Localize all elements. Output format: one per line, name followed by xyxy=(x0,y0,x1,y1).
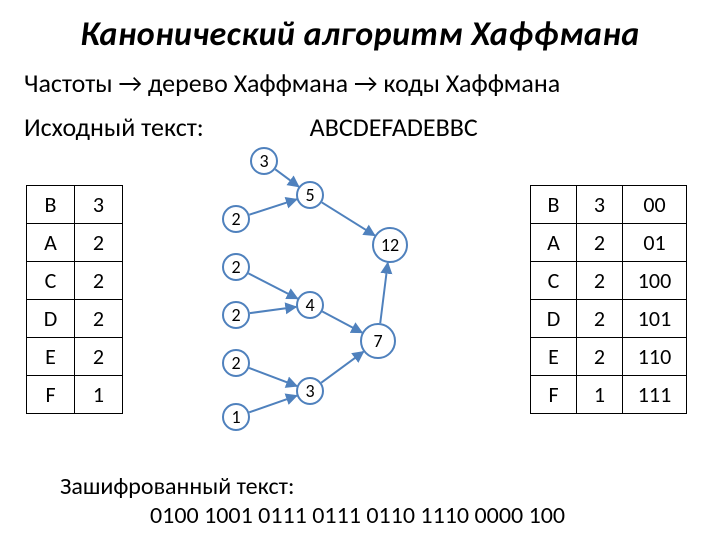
code-cell: 2 xyxy=(577,262,623,300)
source-line: Исходный текст: ABCDEFADEBBC xyxy=(0,99,720,143)
tree-node: 4 xyxy=(296,291,324,319)
code-cell: 111 xyxy=(623,376,687,414)
freq-cell: 2 xyxy=(75,262,123,300)
code-cell: 2 xyxy=(577,300,623,338)
tree-node: 12 xyxy=(372,227,408,263)
freq-cell: F xyxy=(27,376,75,414)
freq-cell: 1 xyxy=(75,376,123,414)
freq-cell: C xyxy=(27,262,75,300)
code-cell: A xyxy=(531,224,577,262)
freq-cell: A xyxy=(27,224,75,262)
source-label: Исходный текст: xyxy=(24,111,204,143)
code-cell: F xyxy=(531,376,577,414)
code-cell: 101 xyxy=(623,300,687,338)
tree-node: 2 xyxy=(222,301,250,329)
freq-cell: B xyxy=(27,186,75,224)
freq-cell: D xyxy=(27,300,75,338)
tree-node: 5 xyxy=(296,181,324,209)
code-cell: 3 xyxy=(577,186,623,224)
footer: Зашифрованный текст: 0100 1001 0111 0111… xyxy=(0,473,720,531)
tree-node: 2 xyxy=(222,205,250,233)
freq-cell: 2 xyxy=(75,224,123,262)
content-area: B3A2C2D2E2F1 322221543127 B300A201C2100D… xyxy=(0,143,720,473)
tree-node: 1 xyxy=(222,403,250,431)
tree-node: 7 xyxy=(360,323,396,359)
code-cell: 110 xyxy=(623,338,687,376)
code-cell: 2 xyxy=(577,224,623,262)
code-cell: B xyxy=(531,186,577,224)
code-cell: 2 xyxy=(577,338,623,376)
code-table: B300A201C2100D2101E2110F1111 xyxy=(530,185,687,414)
code-cell: 100 xyxy=(623,262,687,300)
page-title: Канонический алгоритм Хаффмана xyxy=(0,0,720,55)
tree-node: 3 xyxy=(296,377,324,405)
encoded-label: Зашифрованный текст: xyxy=(60,473,720,502)
subtitle: Частоты → дерево Хаффмана → коды Хаффман… xyxy=(0,55,720,99)
tree-node: 2 xyxy=(222,253,250,281)
code-cell: 00 xyxy=(623,186,687,224)
encoded-text: 0100 1001 0111 0111 0110 1110 0000 100 xyxy=(60,502,720,531)
freq-cell: 2 xyxy=(75,338,123,376)
frequency-table: B3A2C2D2E2F1 xyxy=(26,185,123,414)
freq-cell: 3 xyxy=(75,186,123,224)
tree-node: 2 xyxy=(222,349,250,377)
tree-node: 3 xyxy=(250,147,278,175)
code-cell: D xyxy=(531,300,577,338)
huffman-tree: 3 2 2 2 2 1 5 4 3 12 7 xyxy=(200,143,460,463)
source-text: ABCDEFADEBBC xyxy=(310,111,478,143)
code-cell: C xyxy=(531,262,577,300)
code-cell: E xyxy=(531,338,577,376)
code-cell: 1 xyxy=(577,376,623,414)
freq-cell: 2 xyxy=(75,300,123,338)
code-cell: 01 xyxy=(623,224,687,262)
freq-cell: E xyxy=(27,338,75,376)
